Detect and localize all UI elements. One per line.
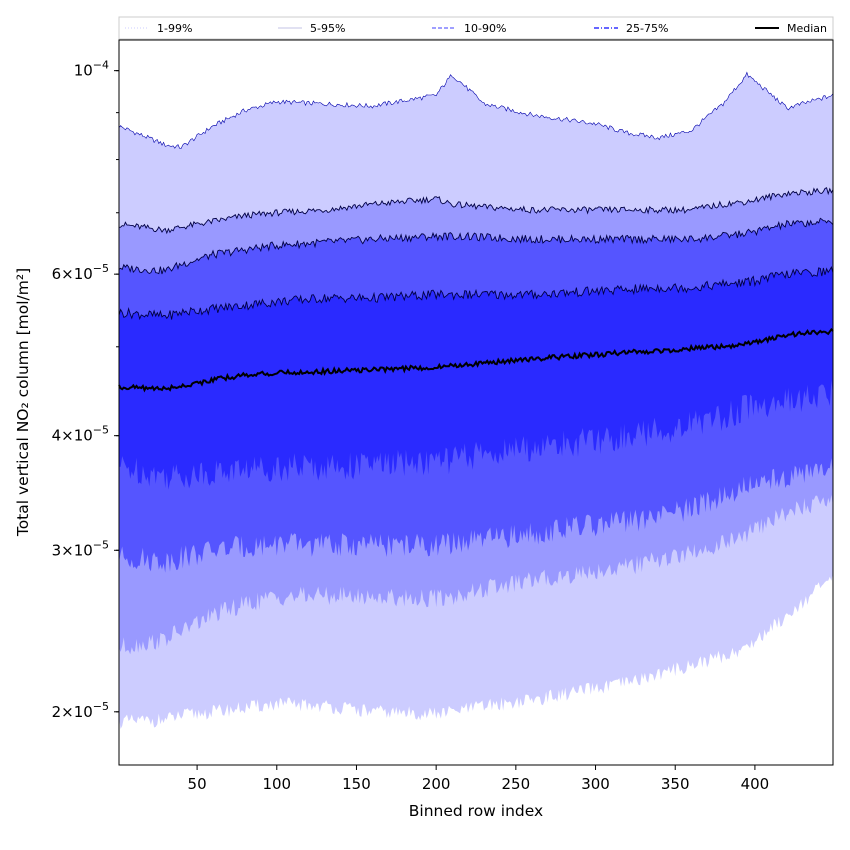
x-tick-label: 300 <box>581 775 610 793</box>
plot-frame <box>118 39 834 766</box>
band-upper-edge-1-99% <box>118 71 834 149</box>
x-axis-label: Binned row index <box>409 802 543 820</box>
x-axis: 50 100 150 200 250 300 350 400 <box>188 765 770 793</box>
band-upper-edge-25-75% <box>118 265 834 321</box>
legend-label-Median: Median <box>787 22 827 35</box>
y-tick-label: 6×10−5 <box>52 262 109 283</box>
median-line <box>118 327 834 393</box>
x-tick-label: 400 <box>741 775 770 793</box>
legend-label-1-99%: 1-99% <box>157 22 192 35</box>
legend-label-25-75%: 25-75% <box>626 22 668 35</box>
band-25-75% <box>119 267 833 490</box>
x-tick-label: 250 <box>502 775 531 793</box>
y-tick-label: 2×10−5 <box>52 700 109 721</box>
y-tick-label: 10−4 <box>74 59 109 80</box>
x-tick-label: 50 <box>188 775 207 793</box>
x-tick-label: 350 <box>661 775 690 793</box>
line-group <box>118 71 834 393</box>
y-tick-label: 4×10−5 <box>52 424 109 445</box>
legend-box <box>118 16 834 40</box>
legend-label-5-95%: 5-95% <box>310 22 345 35</box>
y-axis-label: Total vertical NO₂ column [mol/m²] <box>14 268 32 537</box>
x-tick-label: 100 <box>262 775 291 793</box>
x-tick-label: 200 <box>422 775 451 793</box>
band-group <box>119 72 833 729</box>
x-tick-label: 150 <box>342 775 371 793</box>
legend-label-10-90%: 10-90% <box>464 22 506 35</box>
y-axis: 2×10−5 3×10−5 4×10−5 6×10−5 10−4 <box>52 59 119 721</box>
y-tick-label: 3×10−5 <box>52 538 109 559</box>
band-upper-edge-10-90% <box>118 217 834 275</box>
legend: 1-99% 5-95% 10-90% 25-75% Median <box>118 16 834 40</box>
band-upper-edge-5-95% <box>118 187 834 235</box>
